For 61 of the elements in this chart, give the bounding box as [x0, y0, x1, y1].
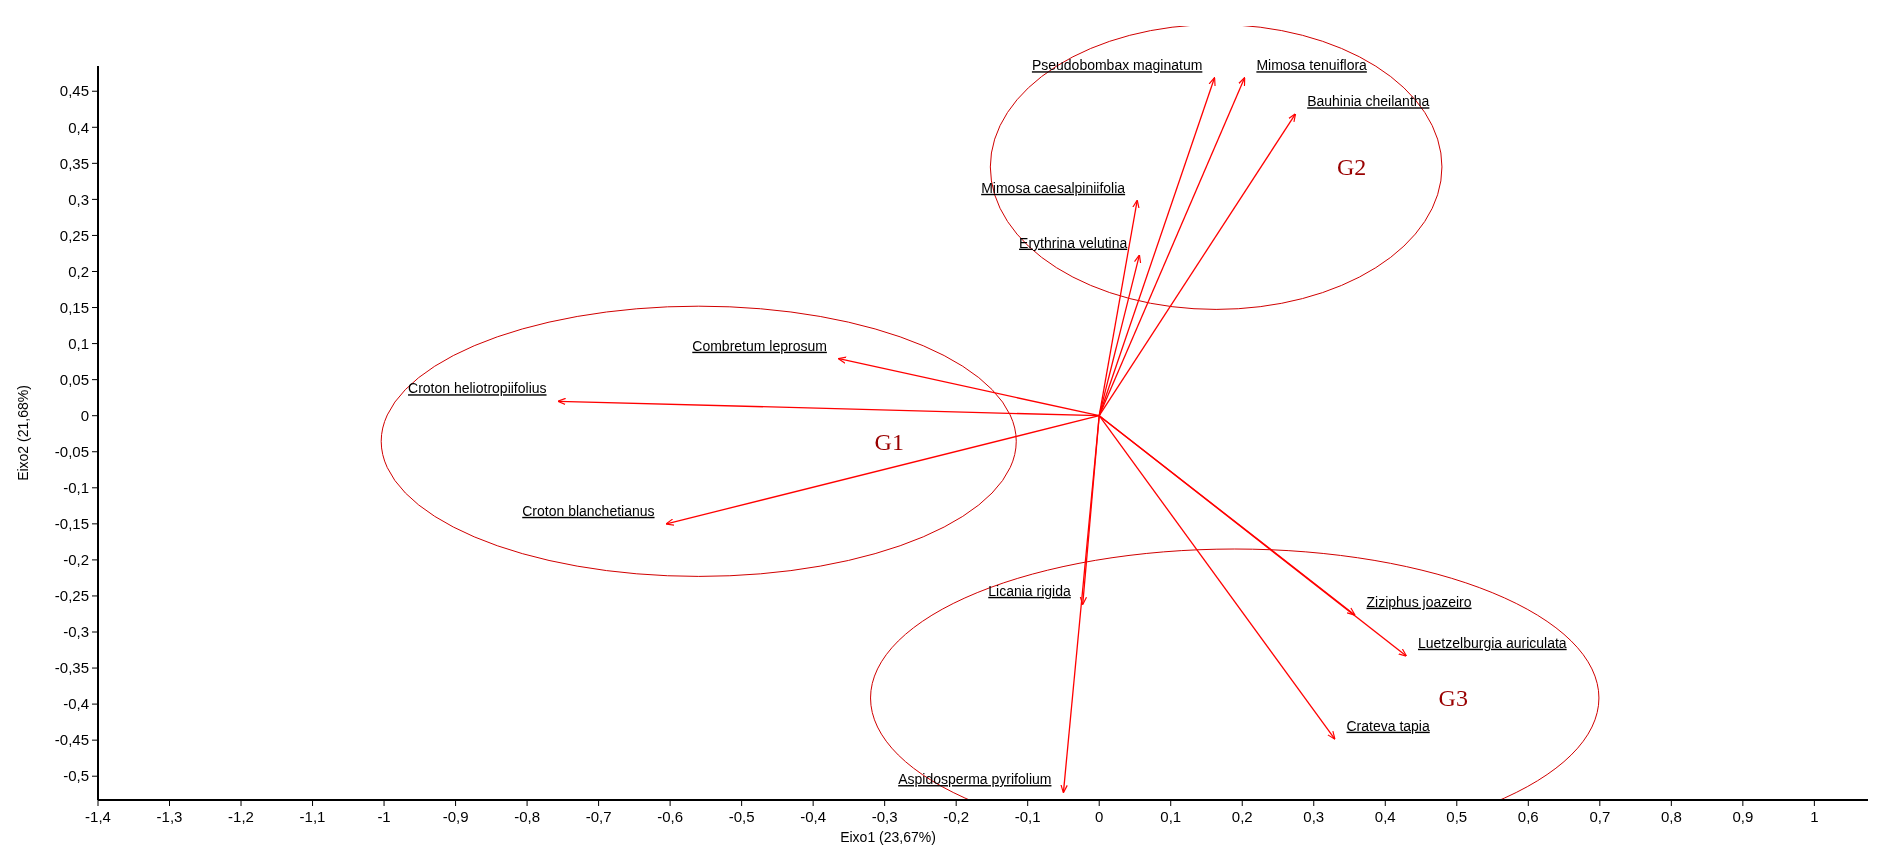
x-tick-label: 0,2	[1231, 808, 1253, 825]
series-label: Ziziphus joazeiro	[1366, 593, 1472, 610]
x-axis-title: Eixo1 (23,67%)	[840, 829, 936, 845]
x-tick-label: -1	[377, 808, 391, 825]
x-tick-label: 0,3	[1303, 808, 1325, 825]
series-label: Erythrina velutina	[1019, 234, 1128, 251]
x-tick-label: 0,5	[1446, 808, 1468, 825]
x-tick-label: 0	[1095, 808, 1104, 825]
y-tick-label: -0,4	[63, 695, 89, 713]
y-tick-label: 0,25	[59, 226, 89, 244]
x-tick-label: 0,4	[1374, 808, 1396, 825]
series-label: Combretum leprosum	[692, 337, 827, 354]
y-tick-label: -0,1	[63, 479, 89, 497]
annotation: G2	[1336, 154, 1367, 181]
y-axis-title: Eixo2 (21,68%)	[15, 385, 31, 481]
x-tick-label: -0,8	[514, 808, 541, 825]
x-tick-label: -0,9	[442, 808, 469, 825]
y-tick-label: -0,15	[54, 515, 89, 533]
x-tick-label: -0,5	[728, 808, 755, 825]
y-tick-label: -0,25	[54, 587, 89, 605]
y-tick-label: -0,5	[63, 767, 89, 785]
series-label: Crateva tapia	[1346, 717, 1430, 734]
x-tick-label: -1,2	[228, 808, 254, 825]
series-label: Bauhinia cheilantha	[1307, 93, 1430, 110]
y-tick-label: 0,05	[59, 370, 89, 388]
x-tick-label: 0,1	[1160, 808, 1182, 825]
series-label: Croton heliotropiifolius	[408, 380, 547, 397]
y-tick-label: 0,4	[68, 118, 89, 136]
x-tick-label: -0,4	[800, 808, 827, 825]
y-tick-label: -0,35	[54, 659, 89, 677]
y-tick-label: 0,3	[68, 190, 89, 208]
x-tick-label: -0,3	[871, 808, 898, 825]
x-tick-label: 1	[1810, 808, 1819, 825]
y-tick-label: 0,15	[59, 298, 89, 316]
x-tick-label: -1,1	[299, 808, 326, 825]
y-tick-label: -0,3	[63, 623, 89, 641]
x-tick-label: -0,1	[1014, 808, 1041, 825]
y-tick-label: -0,05	[54, 443, 89, 460]
x-tick-label: -0,2	[943, 808, 970, 825]
x-tick-label: 0,9	[1732, 808, 1754, 825]
y-tick-label: 0,2	[68, 262, 89, 280]
annotation: G3	[1438, 685, 1468, 712]
x-tick-label: 0,7	[1589, 808, 1611, 825]
series-label: Mimosa tenuiflora	[1256, 57, 1368, 74]
annotation: G1	[874, 428, 904, 455]
x-tick-label: -1,4	[85, 808, 111, 825]
series-label: Croton blanchetianus	[522, 502, 655, 519]
y-tick-label: -0,2	[63, 551, 89, 569]
y-tick-label: 0,1	[68, 334, 89, 352]
series-label: Luetzelburgia auriculata	[1418, 634, 1567, 651]
y-tick-label: 0,45	[59, 82, 89, 100]
x-tick-label: -0,6	[657, 808, 684, 825]
series-label: Mimosa caesalpiniifolia	[981, 179, 1126, 196]
y-tick-label: -0,45	[54, 731, 89, 749]
series-label: Licania rigida	[988, 582, 1071, 599]
x-tick-label: -0,7	[585, 808, 612, 825]
y-tick-label: 0	[80, 406, 89, 424]
x-tick-label: -1,3	[156, 808, 183, 825]
x-tick-label: 0,6	[1517, 808, 1539, 825]
y-tick-label: 0,35	[59, 154, 89, 172]
x-tick-label: 0,8	[1660, 808, 1682, 825]
